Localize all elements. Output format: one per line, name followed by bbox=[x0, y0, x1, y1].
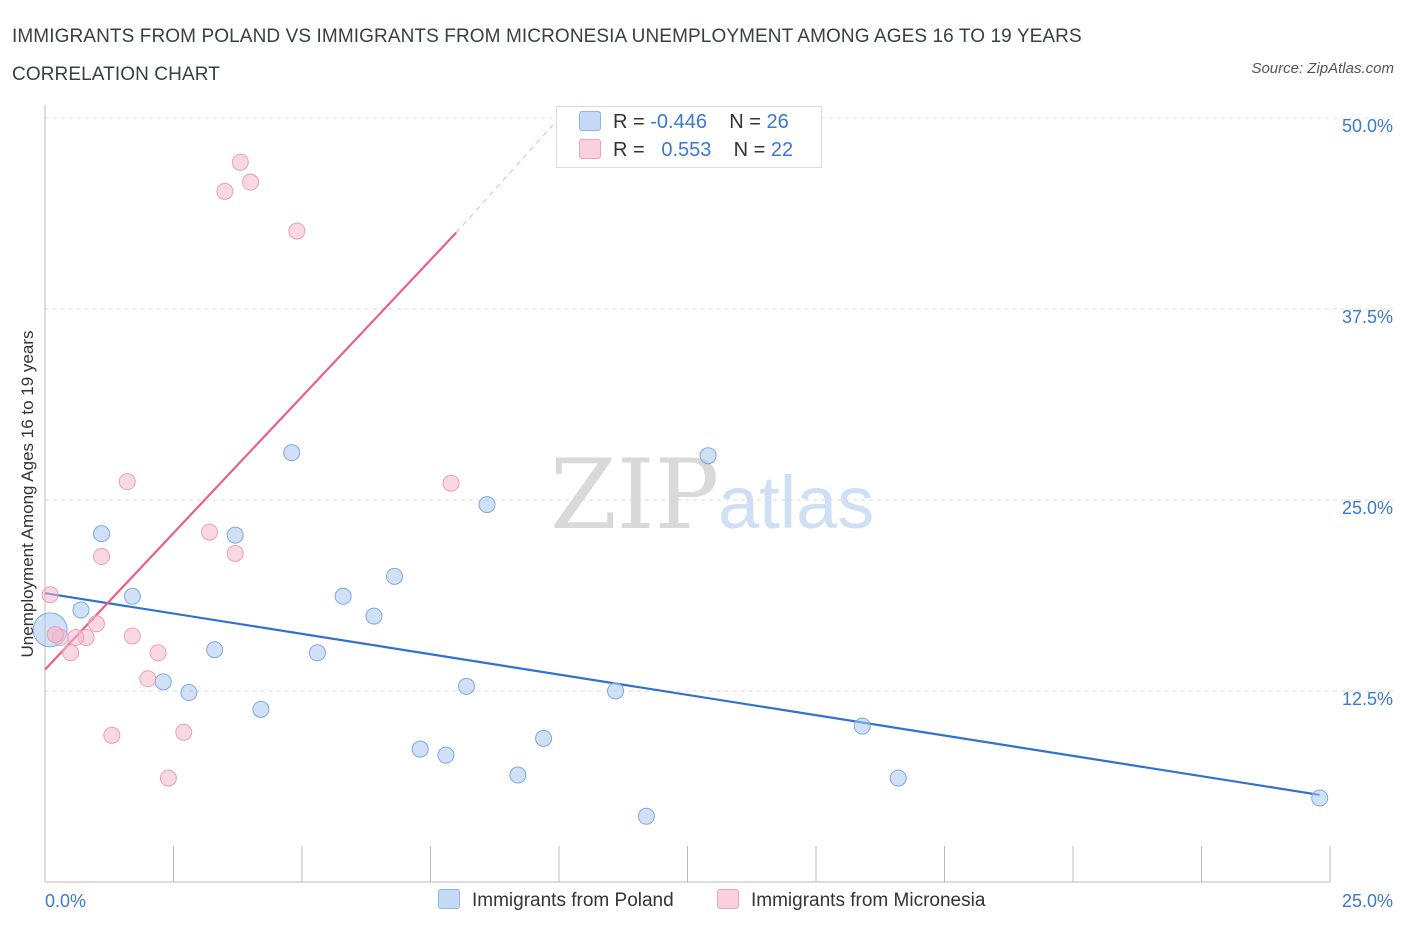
bottom-legend-label-micronesia: Immigrants from Micronesia bbox=[751, 890, 986, 911]
data-point-poland bbox=[283, 444, 301, 462]
data-point-poland bbox=[72, 601, 90, 619]
watermark-zip: ZIP bbox=[550, 439, 719, 551]
legend-n-value-micronesia: 22 bbox=[770, 139, 794, 161]
y-axis-label: Unemployment Among Ages 16 to 19 years bbox=[18, 330, 37, 658]
grid-lines bbox=[45, 117, 1395, 692]
data-point-micronesia bbox=[226, 544, 244, 562]
x-tick-label: 0.0% bbox=[45, 891, 86, 911]
axes bbox=[44, 105, 1331, 883]
trend-line-extension bbox=[455, 117, 560, 233]
data-point-poland bbox=[365, 607, 383, 625]
chart-title: IMMIGRANTS FROM POLAND VS IMMIGRANTS FRO… bbox=[12, 26, 1082, 85]
data-point-poland bbox=[206, 641, 224, 659]
data-point-poland bbox=[509, 766, 527, 784]
data-point-micronesia bbox=[118, 473, 136, 491]
data-point-poland bbox=[308, 644, 326, 662]
data-point-poland bbox=[411, 740, 429, 758]
trend-lines bbox=[44, 117, 1320, 796]
data-point-micronesia bbox=[200, 523, 218, 541]
data-point-poland bbox=[226, 526, 244, 544]
trend-line-poland bbox=[44, 592, 1320, 796]
source-label: Source: ZipAtlas.com bbox=[1251, 60, 1394, 77]
data-point-micronesia bbox=[288, 222, 306, 240]
data-point-poland bbox=[93, 525, 111, 543]
legend-r-value-poland: -0.446 bbox=[650, 111, 707, 133]
data-point-poland bbox=[535, 729, 553, 747]
data-points bbox=[32, 153, 1329, 825]
bottom-legend-swatch-poland bbox=[438, 889, 460, 909]
data-point-poland bbox=[853, 717, 871, 735]
bottom-legend-swatch-micronesia bbox=[717, 889, 739, 909]
data-point-poland bbox=[889, 769, 907, 787]
data-point-poland bbox=[457, 677, 475, 695]
data-point-poland bbox=[607, 682, 625, 700]
data-point-micronesia bbox=[159, 769, 177, 787]
watermark-atlas: atlas bbox=[718, 461, 874, 544]
data-point-poland bbox=[386, 567, 404, 585]
bottom-legend-poland: Immigrants from Poland bbox=[438, 889, 674, 912]
data-point-micronesia bbox=[41, 586, 59, 604]
tick-labels: 12.5% 25.0% 37.5% 50.0% 0.0% 25.0% bbox=[45, 116, 1393, 911]
legend-r-value-micronesia: 0.553 bbox=[661, 139, 712, 161]
x-tick-label: 25.0% bbox=[1342, 891, 1393, 911]
data-point-poland bbox=[154, 673, 172, 691]
legend-n-value-poland: 26 bbox=[766, 111, 789, 133]
data-point-micronesia bbox=[67, 629, 85, 647]
y-tick-label: 50.0% bbox=[1342, 116, 1393, 136]
bottom-legend-label-poland: Immigrants from Poland bbox=[472, 890, 674, 911]
data-point-poland bbox=[637, 807, 655, 825]
y-tick-label: 25.0% bbox=[1342, 498, 1393, 518]
data-point-micronesia bbox=[103, 726, 121, 744]
data-point-poland bbox=[699, 447, 717, 465]
data-point-micronesia bbox=[87, 615, 105, 633]
data-point-poland bbox=[180, 684, 198, 702]
data-point-micronesia bbox=[242, 173, 260, 191]
data-point-micronesia bbox=[216, 182, 234, 200]
data-point-micronesia bbox=[46, 625, 64, 643]
data-point-micronesia bbox=[123, 627, 141, 645]
bottom-legend-micronesia: Immigrants from Micronesia bbox=[717, 889, 985, 912]
data-point-micronesia bbox=[139, 670, 157, 688]
data-point-poland bbox=[334, 587, 352, 605]
trend-line-micronesia bbox=[44, 231, 458, 671]
data-point-micronesia bbox=[62, 644, 80, 662]
data-point-poland bbox=[437, 746, 455, 764]
legend-swatch-poland bbox=[579, 111, 601, 131]
y-tick-label: 37.5% bbox=[1342, 307, 1393, 327]
correlation-legend: R = -0.446 N = 26 R = 0.553 N = 22 bbox=[556, 106, 822, 168]
data-point-poland bbox=[1311, 789, 1329, 807]
data-point-poland bbox=[252, 700, 270, 718]
data-point-micronesia bbox=[149, 644, 167, 662]
data-point-micronesia bbox=[231, 153, 249, 171]
legend-swatch-micronesia bbox=[579, 139, 601, 159]
legend-row-poland: R = -0.446 N = 26 bbox=[579, 111, 789, 139]
data-point-micronesia bbox=[93, 548, 111, 566]
y-tick-label: 12.5% bbox=[1342, 689, 1393, 709]
data-point-micronesia bbox=[442, 474, 460, 492]
data-point-micronesia bbox=[175, 723, 193, 741]
data-point-poland bbox=[123, 587, 141, 605]
legend-row-micronesia: R = 0.553 N = 22 bbox=[579, 139, 793, 167]
data-point-poland bbox=[478, 496, 496, 514]
